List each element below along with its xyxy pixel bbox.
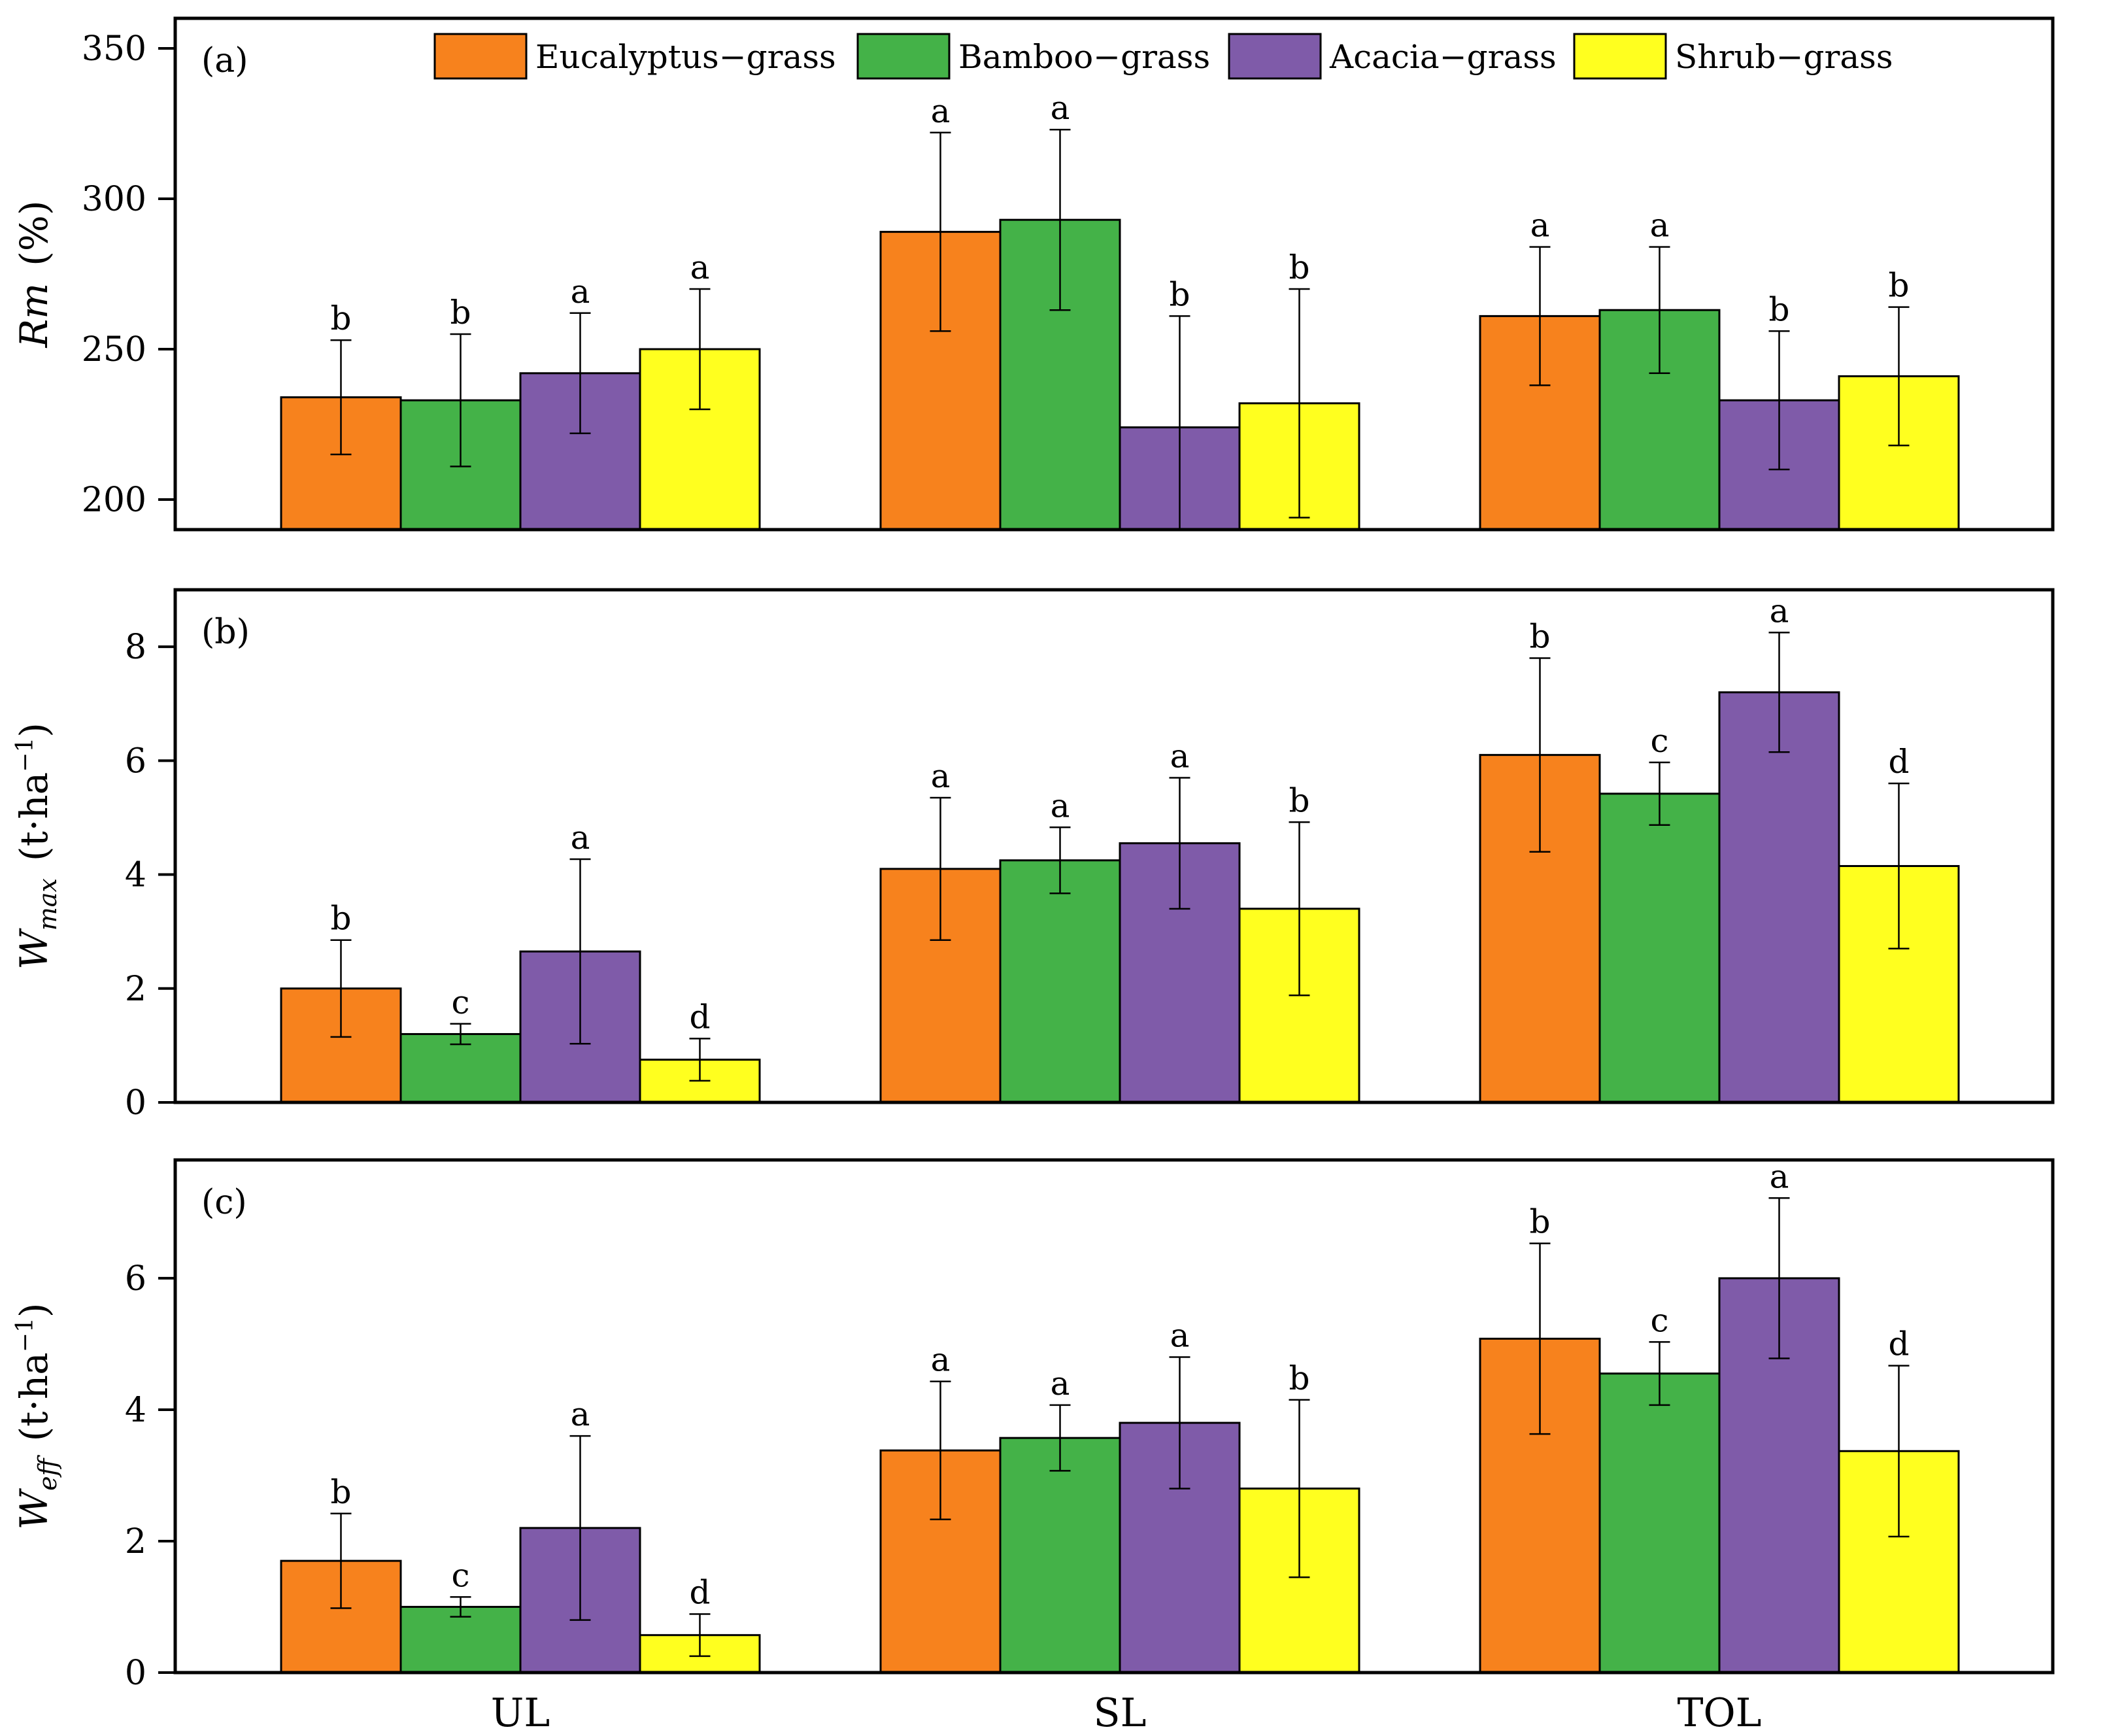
plot-frame [173,16,2055,532]
y-axis-title: Wmax(t·ha−1) [12,723,62,970]
significance-letter: a [1530,207,1550,245]
y-tick-label: 250 [82,330,146,369]
significance-letter: a [1770,1157,1789,1195]
legend-swatch [433,33,528,80]
significance-letter: b [1289,781,1309,819]
legend-label: Eucalyptus−grass [535,38,836,76]
significance-letter: c [1650,722,1668,760]
bar [999,859,1121,1104]
y-tick-label: 0 [125,1654,146,1693]
panel-3: (c) 0 2 4 6 b a b c a c a a a d b d Weff(t·ha−1) [12,1157,2055,1693]
y-axis-title: Rm(%) [12,200,56,348]
plot-frame [173,1158,2055,1675]
significance-letter: d [1888,743,1909,781]
significance-letter: b [1529,618,1550,656]
significance-letter: b [330,299,351,337]
y-tick-label: 6 [125,1259,146,1299]
significance-letter: a [931,757,951,795]
legend-swatch [856,33,951,80]
significance-letter: c [1650,1301,1668,1339]
significance-letter: d [689,1574,710,1612]
significance-letter: d [689,998,710,1036]
bar [1598,1372,1721,1674]
legend-label: Bamboo−grass [958,38,1210,76]
significance-letter: a [571,273,590,311]
significance-letter: b [330,1473,351,1511]
significance-letter: c [451,1556,469,1594]
y-tick-label: 300 [82,180,146,219]
y-tick-label: 0 [125,1083,146,1123]
bar [1598,792,1721,1104]
significance-letter: a [1170,737,1190,775]
significance-letter: a [931,92,951,130]
significance-letter: b [1888,267,1909,305]
y-tick-label: 4 [125,856,146,895]
panel-1: (a) 200 250 300 350 b a a b a a a b b a b b Rm(%) [12,16,2055,532]
significance-letter: a [571,1395,590,1433]
significance-letter: a [1170,1317,1190,1355]
significance-letter: a [1650,207,1670,245]
panel-2: (b) 0 2 4 6 8 b a b c a c a a a d b d Wmax(t·ha−1) [12,588,2055,1123]
category-label: TOL [1677,1690,1761,1736]
significance-letter: b [1768,290,1789,328]
significance-letter: c [451,983,469,1021]
bar [399,1605,522,1674]
category-label: SL [1094,1690,1147,1736]
y-axis-title: Weff(t·ha−1) [12,1302,62,1529]
significance-letter: a [1051,89,1070,127]
bar [999,1437,1121,1674]
legend: Eucalyptus−grass Bamboo−grass Acacia−grass… [433,33,1893,80]
y-tick-label: 2 [125,970,146,1009]
y-tick-label: 6 [125,741,146,781]
significance-letter: b [450,294,471,332]
significance-letter: a [571,819,590,857]
y-tick-label: 4 [125,1391,146,1430]
legend-label: Shrub−grass [1675,38,1893,76]
significance-letter: d [1888,1325,1909,1363]
y-tick-label: 200 [82,481,146,520]
bar [1718,691,1840,1104]
legend-swatch [1228,33,1322,80]
category-label: UL [491,1690,550,1736]
significance-letter: b [330,900,351,938]
significance-letter: a [931,1341,951,1379]
significance-letter: a [1770,592,1789,630]
significance-letter: b [1169,275,1190,313]
y-tick-label: 2 [125,1522,146,1561]
legend-swatch [1573,33,1667,80]
panel-tag: (b) [201,613,250,652]
panel-tag: (a) [201,41,248,80]
y-tick-label: 8 [125,628,146,667]
significance-letter: a [690,248,710,286]
panel-tag: (c) [201,1183,247,1222]
legend-label: Acacia−grass [1329,38,1557,76]
plot-frame [173,588,2055,1104]
significance-letter: a [1051,787,1070,825]
significance-letter: b [1529,1203,1550,1241]
significance-letter: b [1289,1359,1309,1397]
significance-letter: a [1051,1365,1070,1403]
y-tick-label: 350 [82,29,146,69]
significance-letter: b [1289,248,1309,286]
